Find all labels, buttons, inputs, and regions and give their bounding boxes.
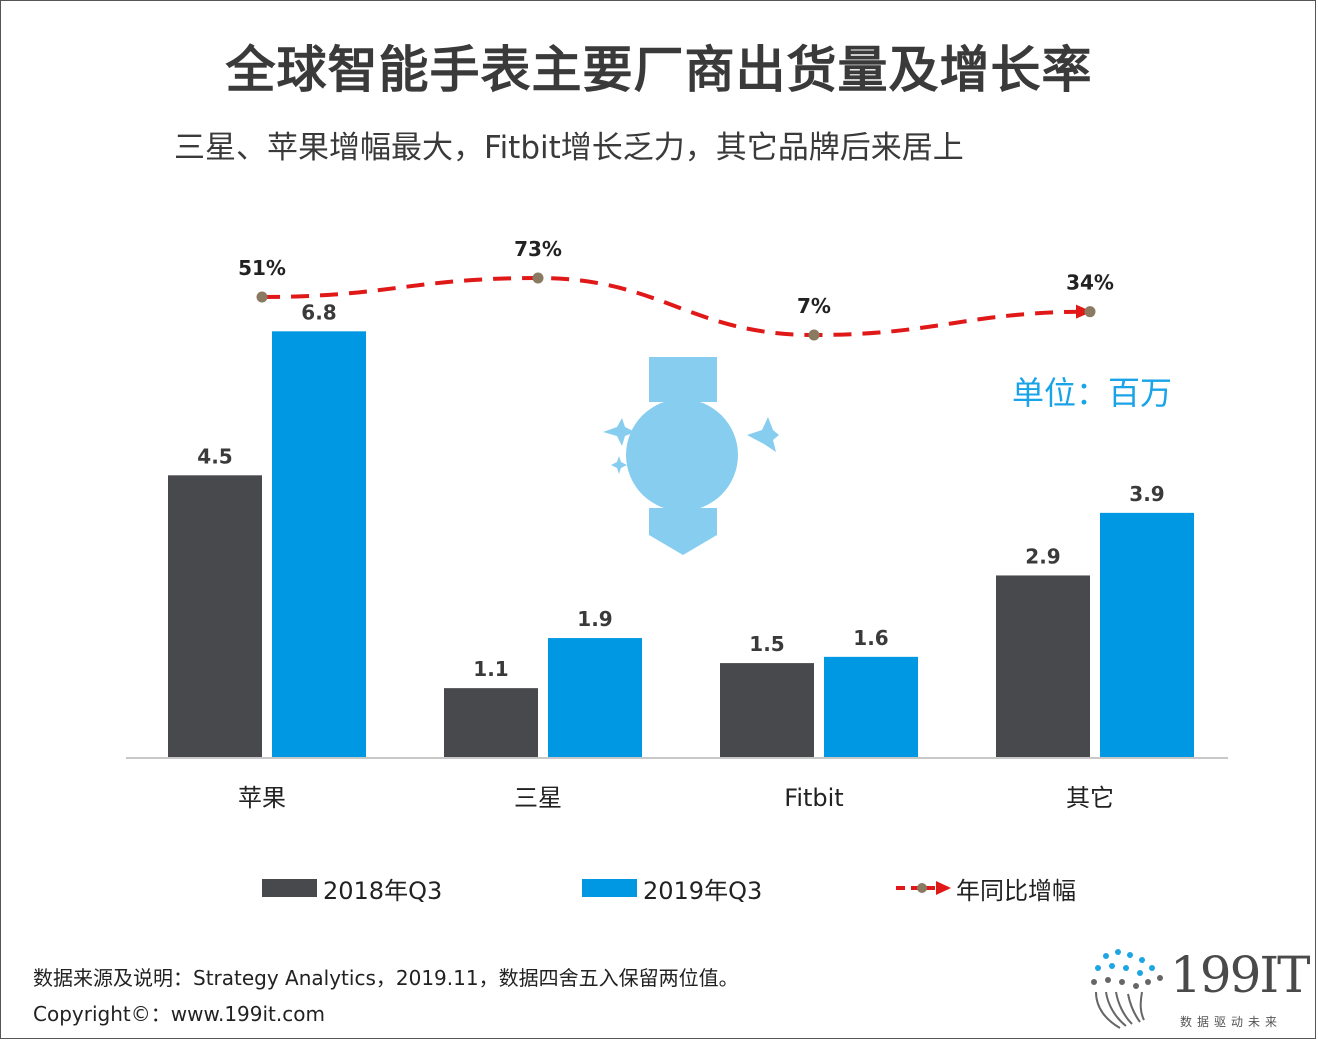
bar-value-label: 1.6 [853, 626, 888, 650]
growth-label: 7% [797, 294, 831, 318]
bar-value-label: 6.8 [301, 300, 336, 324]
bar-2019-1 [548, 638, 642, 757]
chart-subtitle: 三星、苹果增幅最大，Fitbit增长乏力，其它品牌后来居上 [174, 130, 964, 166]
x-tick-label: Fitbit [784, 784, 843, 812]
x-tick-label: 三星 [514, 784, 562, 812]
bar-2019-2 [824, 656, 918, 757]
bar-2019-3 [1100, 512, 1194, 757]
legend-label-2019: 2019年Q3 [643, 876, 763, 905]
bar-value-label: 2.9 [1025, 544, 1060, 568]
bar-value-label: 1.5 [749, 632, 784, 656]
legend-label-growth: 年同比增幅 [956, 876, 1076, 905]
logo-name: 199IT [1170, 946, 1311, 1004]
bar-2018-2 [720, 663, 814, 757]
legend-item-growth: 年同比增幅 [896, 870, 1076, 906]
x-tick-label: 其它 [1066, 784, 1114, 812]
bar-2018-0 [168, 475, 262, 757]
growth-line [261, 275, 1091, 338]
chart-title: 全球智能手表主要厂商出货量及增长率 [225, 41, 1093, 99]
growth-label: 73% [514, 237, 562, 261]
bar-2018-1 [444, 688, 538, 757]
legend-swatch-2019 [582, 879, 637, 897]
legend-item-2018: 2018年Q3 [262, 870, 442, 906]
legend-item-2019: 2019年Q3 [582, 870, 762, 906]
logo-tagline: 数据驱动未来 [1180, 1015, 1283, 1029]
x-tick-label: 苹果 [238, 784, 286, 812]
bar-value-label: 1.9 [577, 607, 612, 631]
legend-label-2018: 2018年Q3 [323, 876, 443, 905]
footer-source: 数据来源及说明：Strategy Analytics，2019.11，数据四舍五… [33, 966, 739, 990]
watch-illustration [603, 357, 779, 555]
bar-value-label: 4.5 [197, 444, 232, 468]
logo-dots-icon [1091, 949, 1163, 1029]
bar-value-label: 1.1 [473, 657, 508, 681]
growth-label: 34% [1066, 271, 1114, 295]
growth-label: 51% [238, 256, 286, 280]
bar-2019-0 [272, 331, 366, 757]
growth-point-0 [256, 291, 268, 303]
unit-label: 单位：百万 [1012, 374, 1173, 412]
legend-swatch-2018 [262, 879, 317, 897]
footer-copyright: Copyright©：www.199it.com [33, 1002, 325, 1026]
growth-point-1 [532, 272, 544, 284]
growth-arrowhead [1076, 304, 1092, 319]
growth-point-3 [1084, 306, 1096, 318]
legend-line-growth-icon [896, 881, 951, 895]
bar-value-label: 3.9 [1129, 482, 1164, 506]
growth-point-2 [808, 329, 820, 341]
bar-2018-3 [996, 575, 1090, 757]
